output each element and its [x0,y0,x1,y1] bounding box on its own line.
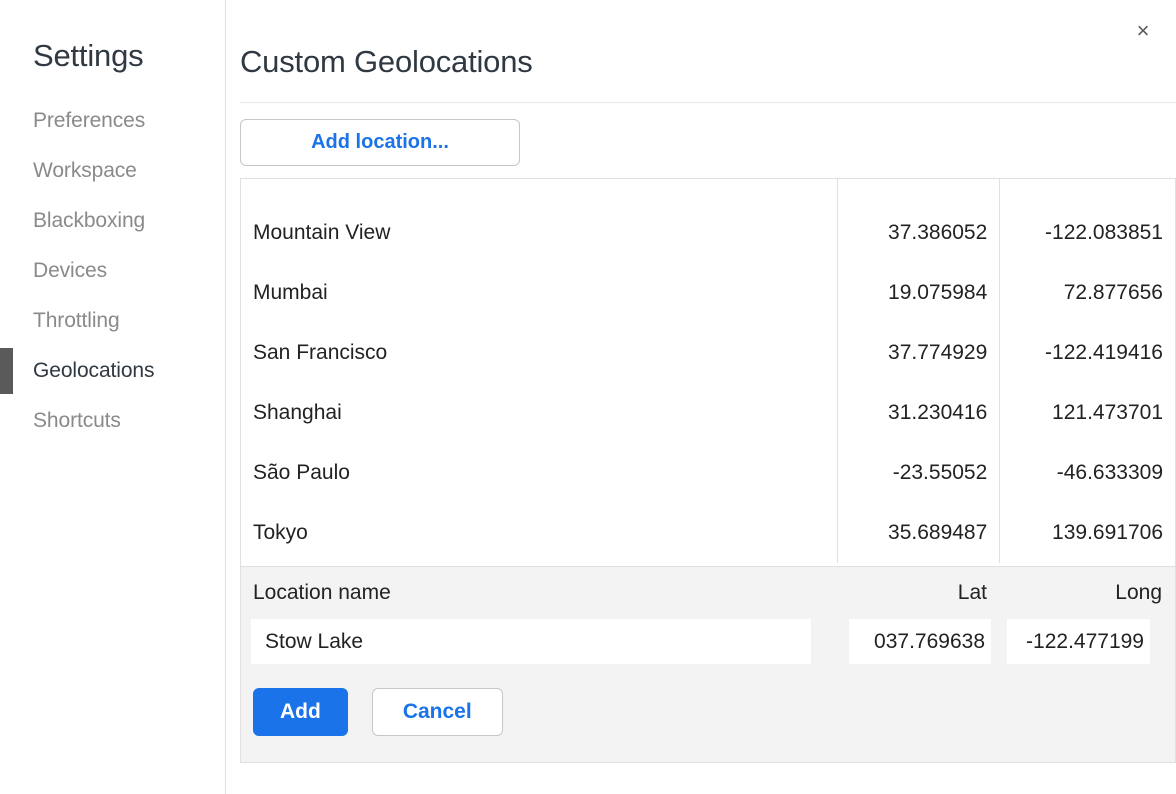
location-name-input[interactable] [251,619,811,664]
table-row[interactable]: São Paulo -23.55052 -46.633309 [241,443,1175,503]
settings-sidebar: Settings Preferences Workspace Blackboxi… [0,0,226,794]
geolocations-table-inner: Moscow 55.755826 37.6173 Mountain View 3… [241,179,1175,563]
editor-header-long: Long [1115,581,1162,604]
cell-longitude: 72.877656 [999,263,1175,323]
add-location-button[interactable]: Add location... [240,119,520,166]
sidebar-item-shortcuts[interactable]: Shortcuts [0,396,225,446]
cell-location-name: Shanghai [253,401,342,424]
geolocations-table-scroll[interactable]: Moscow 55.755826 37.6173 Mountain View 3… [240,178,1176,566]
cell-latitude: -23.55052 [837,443,1000,503]
editor-header-lat: Lat [957,581,987,604]
cell-longitude: -46.633309 [999,443,1175,503]
cell-latitude: 37.386052 [837,203,1000,263]
location-editor: Location name Lat Long Add Cancel [240,566,1176,763]
sidebar-item-devices[interactable]: Devices [0,246,225,296]
cell-latitude: 19.075984 [837,263,1000,323]
editor-input-row [241,619,1175,664]
cell-longitude: -122.419416 [999,323,1175,383]
table-row[interactable]: Moscow 55.755826 37.6173 [241,179,1175,203]
settings-content: Custom Geolocations Add location... Mosc… [226,0,1176,794]
cell-location-name: Mountain View [253,221,391,244]
sidebar-item-label: Blackboxing [33,209,146,232]
sidebar-item-preferences[interactable]: Preferences [0,96,225,146]
cell-latitude: 35.689487 [837,503,1000,563]
cell-location-name: Mumbai [253,281,328,304]
editor-actions: Add Cancel [241,664,1175,736]
cell-latitude: 55.755826 [837,179,1000,203]
cancel-button[interactable]: Cancel [371,688,503,736]
sidebar-item-geolocations[interactable]: Geolocations [0,346,225,396]
table-row[interactable]: Tokyo 35.689487 139.691706 [241,503,1175,563]
cell-longitude: 121.473701 [999,383,1175,443]
table-row[interactable]: Mumbai 19.075984 72.877656 [241,263,1175,323]
cell-longitude: -122.083851 [999,203,1175,263]
cell-longitude: 37.6173 [999,179,1175,203]
table-row[interactable]: Mountain View 37.386052 -122.083851 [241,203,1175,263]
editor-header-location-name: Location name [253,581,391,604]
sidebar-item-blackboxing[interactable]: Blackboxing [0,196,225,246]
sidebar-item-label: Preferences [33,109,146,132]
sidebar-title: Settings [33,38,144,73]
page-title: Custom Geolocations [240,0,1176,103]
table-row[interactable]: San Francisco 37.774929 -122.419416 [241,323,1175,383]
cell-latitude: 31.230416 [837,383,1000,443]
sidebar-item-label: Throttling [33,309,120,332]
cell-location-name: San Francisco [253,341,388,364]
cell-location-name: Tokyo [253,521,308,544]
sidebar-item-label: Devices [33,259,107,282]
close-icon[interactable]: × [1136,18,1150,43]
sidebar-item-label: Shortcuts [33,409,121,432]
cell-latitude: 37.774929 [837,323,1000,383]
toolbar: Add location... [240,103,1176,178]
geolocations-table: Moscow 55.755826 37.6173 Mountain View 3… [241,179,1175,563]
table-row[interactable]: Shanghai 31.230416 121.473701 [241,383,1175,443]
sidebar-item-label: Workspace [33,159,137,182]
latitude-input[interactable] [849,619,991,664]
sidebar-item-throttling[interactable]: Throttling [0,296,225,346]
cell-longitude: 139.691706 [999,503,1175,563]
sidebar-item-workspace[interactable]: Workspace [0,146,225,196]
sidebar-item-label: Geolocations [33,359,155,382]
cell-location-name: Moscow [241,179,838,203]
editor-header-row: Location name Lat Long [241,567,1175,619]
cell-location-name: São Paulo [253,461,350,484]
longitude-input[interactable] [1007,619,1150,664]
add-button[interactable]: Add [253,688,348,736]
